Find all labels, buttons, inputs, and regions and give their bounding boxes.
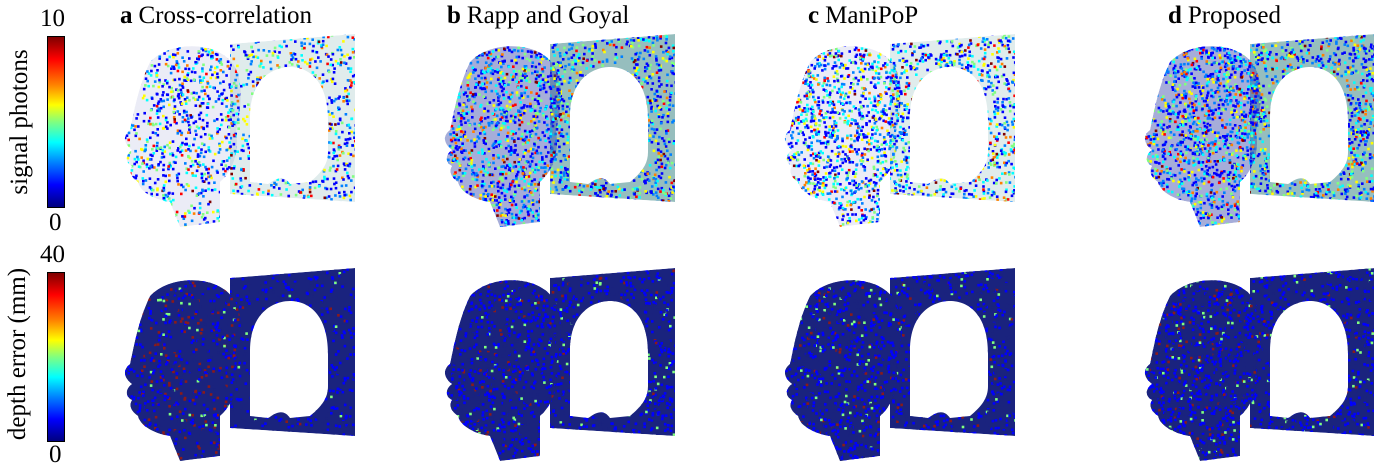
render-b-photons xyxy=(444,34,675,227)
render-a-depth-error xyxy=(124,268,355,461)
panel-title-b: b Rapp and Goyal xyxy=(447,2,629,30)
panel-name-c: ManiPoP xyxy=(825,2,918,29)
colorbar-bottom-min: 0 xyxy=(49,442,62,467)
colorbar-bottom xyxy=(47,272,65,442)
panel-name-a: Cross-correlation xyxy=(139,2,313,29)
panel-title-c: c ManiPoP xyxy=(808,2,918,30)
panel-name-b: Rapp and Goyal xyxy=(467,2,629,29)
colorbar-bottom-max: 40 xyxy=(40,242,65,267)
colorbar-top-min: 0 xyxy=(49,210,62,235)
panel-name-d: Proposed xyxy=(1188,2,1281,29)
panel-title-a: a Cross-correlation xyxy=(120,2,312,30)
panel-letter-d: d xyxy=(1168,2,1182,29)
panel-title-d: d Proposed xyxy=(1168,2,1281,30)
render-c-photons xyxy=(784,34,1015,227)
colorbar-top-label: signal photons xyxy=(6,37,34,207)
render-a-photons xyxy=(124,34,355,227)
colorbar-top xyxy=(47,36,65,208)
panel-letter-a: a xyxy=(120,2,133,29)
render-c-depth-error xyxy=(784,268,1015,461)
panel-letter-c: c xyxy=(808,2,819,29)
render-b-depth-error xyxy=(444,268,675,461)
panel-letter-b: b xyxy=(447,2,461,29)
render-d-depth-error xyxy=(1144,268,1374,461)
colorbar-bottom-label: depth error (mm) xyxy=(4,254,32,454)
colorbar-top-max: 10 xyxy=(40,6,65,31)
render-d-photons xyxy=(1144,34,1374,227)
